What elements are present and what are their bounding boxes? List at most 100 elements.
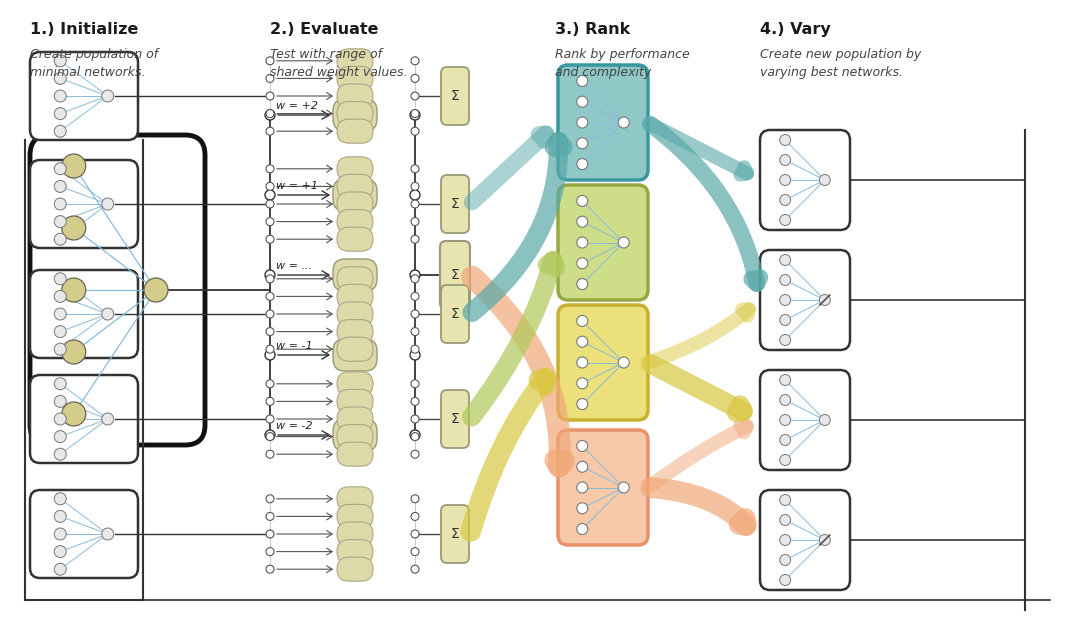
FancyBboxPatch shape: [337, 407, 373, 431]
Circle shape: [265, 110, 275, 120]
Circle shape: [577, 399, 588, 410]
FancyBboxPatch shape: [337, 302, 373, 326]
FancyBboxPatch shape: [440, 241, 470, 309]
FancyBboxPatch shape: [30, 135, 205, 445]
Circle shape: [577, 482, 588, 493]
Circle shape: [780, 574, 791, 586]
Text: 4.) Vary: 4.) Vary: [760, 22, 831, 37]
Circle shape: [411, 513, 419, 520]
Circle shape: [54, 233, 66, 245]
Circle shape: [577, 195, 588, 207]
Circle shape: [62, 154, 85, 178]
FancyBboxPatch shape: [558, 305, 648, 420]
Circle shape: [411, 57, 419, 65]
FancyBboxPatch shape: [337, 192, 373, 216]
Circle shape: [54, 448, 66, 460]
FancyBboxPatch shape: [333, 339, 377, 371]
Text: $\Sigma$: $\Sigma$: [450, 268, 460, 282]
Circle shape: [618, 117, 630, 128]
Circle shape: [54, 73, 66, 85]
Circle shape: [265, 190, 275, 200]
Text: w = ...: w = ...: [276, 261, 312, 271]
Circle shape: [411, 127, 419, 135]
Circle shape: [265, 430, 275, 440]
Circle shape: [266, 74, 274, 83]
Text: w = +2: w = +2: [276, 101, 318, 111]
FancyBboxPatch shape: [558, 430, 648, 545]
Circle shape: [577, 357, 588, 368]
Circle shape: [62, 216, 85, 240]
Circle shape: [577, 96, 588, 107]
Circle shape: [780, 134, 791, 146]
Circle shape: [411, 92, 419, 100]
Circle shape: [266, 165, 274, 173]
FancyBboxPatch shape: [333, 179, 377, 211]
Circle shape: [577, 378, 588, 389]
Text: 1.) Initialize: 1.) Initialize: [30, 22, 138, 37]
Circle shape: [577, 216, 588, 227]
Circle shape: [54, 378, 66, 390]
Circle shape: [54, 291, 66, 302]
Circle shape: [266, 310, 274, 318]
FancyBboxPatch shape: [441, 390, 469, 448]
Circle shape: [411, 218, 419, 226]
FancyBboxPatch shape: [333, 419, 377, 451]
Circle shape: [780, 275, 791, 286]
Circle shape: [54, 528, 66, 540]
Circle shape: [266, 127, 274, 135]
Circle shape: [266, 92, 274, 100]
Circle shape: [411, 310, 419, 318]
Circle shape: [266, 530, 274, 538]
Text: w = -1: w = -1: [276, 341, 312, 351]
Circle shape: [54, 511, 66, 522]
Circle shape: [577, 76, 588, 86]
Circle shape: [54, 125, 66, 137]
Text: $\Sigma$: $\Sigma$: [450, 307, 460, 321]
Text: $\Sigma$: $\Sigma$: [450, 527, 460, 541]
FancyBboxPatch shape: [337, 49, 373, 73]
Circle shape: [820, 174, 831, 186]
Circle shape: [411, 275, 419, 283]
Circle shape: [266, 432, 274, 441]
FancyBboxPatch shape: [337, 557, 373, 581]
Circle shape: [411, 345, 419, 353]
Circle shape: [577, 138, 588, 149]
Circle shape: [54, 431, 66, 443]
Circle shape: [410, 190, 420, 200]
Circle shape: [411, 380, 419, 388]
Circle shape: [54, 563, 66, 575]
Circle shape: [266, 109, 274, 118]
Circle shape: [266, 450, 274, 458]
FancyBboxPatch shape: [337, 372, 373, 396]
Text: 3.) Rank: 3.) Rank: [555, 22, 631, 37]
Circle shape: [780, 534, 791, 546]
Circle shape: [266, 345, 274, 353]
Circle shape: [411, 450, 419, 458]
Circle shape: [266, 513, 274, 520]
Circle shape: [266, 218, 274, 226]
Circle shape: [102, 198, 113, 210]
Circle shape: [577, 258, 588, 269]
FancyBboxPatch shape: [441, 67, 469, 125]
Circle shape: [266, 275, 274, 283]
FancyBboxPatch shape: [337, 84, 373, 108]
FancyBboxPatch shape: [337, 389, 373, 413]
Circle shape: [780, 155, 791, 165]
Circle shape: [780, 515, 791, 525]
FancyBboxPatch shape: [558, 65, 648, 180]
Circle shape: [411, 530, 419, 538]
FancyBboxPatch shape: [441, 175, 469, 233]
Text: Create population of
minimal networks.: Create population of minimal networks.: [30, 48, 158, 79]
Circle shape: [54, 343, 66, 355]
Circle shape: [780, 174, 791, 186]
Circle shape: [265, 270, 275, 280]
FancyBboxPatch shape: [337, 442, 373, 466]
Circle shape: [266, 328, 274, 336]
Circle shape: [411, 293, 419, 300]
Circle shape: [54, 546, 66, 558]
Circle shape: [780, 335, 791, 345]
Circle shape: [411, 432, 419, 441]
Circle shape: [618, 357, 630, 368]
FancyBboxPatch shape: [337, 425, 373, 448]
Circle shape: [54, 107, 66, 120]
